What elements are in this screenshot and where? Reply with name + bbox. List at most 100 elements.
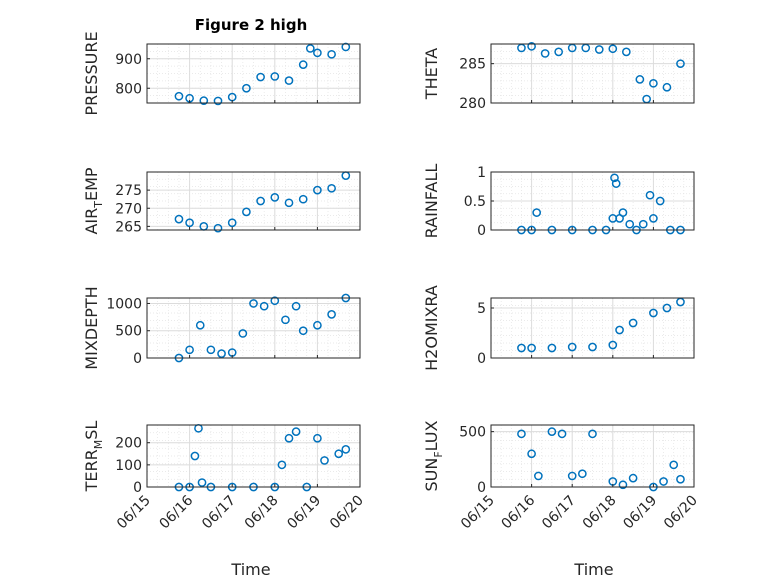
data-point — [284, 76, 294, 85]
y-axis-label: PRESSURE — [82, 31, 101, 115]
y-axis-label: H2OMIXRA — [422, 285, 441, 371]
data-point — [638, 219, 648, 229]
data-point — [676, 474, 685, 484]
data-point — [655, 196, 665, 206]
x-tick-label: 06/17 — [539, 493, 579, 533]
data-point — [213, 96, 223, 106]
x-tick-label: 06/18 — [580, 493, 620, 533]
data-point — [313, 185, 322, 195]
subplot-theta: 280 285 THETA — [422, 42, 695, 112]
y-tick-label: 5 — [477, 301, 486, 317]
subplot-grid: 800 900 PRESSURE 280 285 THETA 265 270 275 AIRTEM… — [82, 31, 701, 532]
data-point — [185, 345, 194, 355]
data-point — [649, 78, 658, 88]
data-point — [284, 198, 294, 208]
data-point — [642, 94, 651, 104]
data-point — [567, 342, 577, 352]
y-axis-label: MIXDEPTH — [82, 286, 101, 369]
subplot-rainfall: 0 0.5 1 RAINFALL — [422, 164, 695, 239]
data-point — [327, 49, 336, 59]
y-tick-label: 1 — [477, 165, 486, 181]
data-point — [249, 299, 258, 308]
subplot-terr_msl: 0 100 200 06/15 06/16 06/17 06/18 06/19 06/20 TER… — [82, 421, 367, 533]
data-point — [194, 423, 203, 433]
y-tick-label: 0.5 — [464, 194, 486, 210]
y-axis-label: THETA — [422, 48, 441, 100]
data-point — [676, 59, 685, 69]
data-point — [259, 301, 269, 311]
data-point — [213, 223, 223, 233]
y-axis-label: SUNFLUX — [422, 420, 445, 491]
data-point — [527, 449, 536, 459]
data-point — [174, 91, 184, 101]
y-tick-label: 1000 — [106, 296, 142, 312]
data-point — [610, 173, 619, 183]
data-point — [594, 45, 604, 54]
data-point — [669, 460, 679, 470]
x-tick-label: 06/16 — [499, 492, 539, 532]
y-tick-label: 900 — [115, 52, 142, 68]
subplot-h2omixra: 0 5 H2OMIXRA — [422, 285, 695, 371]
y-tick-label: 200 — [115, 436, 142, 452]
data-point — [270, 296, 280, 306]
data-point — [341, 445, 351, 454]
data-point — [588, 429, 597, 439]
data-point — [320, 456, 329, 465]
data-point — [291, 427, 301, 436]
data-point — [281, 315, 290, 325]
data-point — [659, 477, 668, 486]
figure-title: Figure 2 high — [195, 16, 308, 34]
data-point — [547, 427, 557, 436]
data-point — [217, 349, 226, 358]
data-point — [291, 301, 301, 311]
x-tick-label: 06/16 — [157, 492, 197, 532]
data-point — [532, 208, 542, 217]
y-axis-label: RAINFALL — [422, 164, 441, 239]
subplot-mixdepth: 0 500 1000 MIXDEPTH — [82, 286, 361, 370]
data-point — [206, 345, 216, 355]
data-point — [649, 308, 658, 318]
data-point — [547, 343, 557, 353]
data-point — [608, 44, 618, 54]
axes-box — [146, 424, 361, 488]
data-point — [527, 343, 536, 353]
axes-box — [490, 297, 695, 359]
data-point — [635, 75, 645, 84]
x-axis-label-left: Time — [230, 560, 270, 579]
data-point — [284, 433, 294, 443]
data-point — [174, 214, 184, 224]
axes-box — [490, 43, 695, 104]
y-tick-label: 270 — [115, 201, 142, 217]
axes-box — [146, 43, 361, 104]
data-point — [270, 72, 280, 81]
data-point — [313, 320, 322, 330]
data-point — [327, 183, 336, 193]
y-tick-label: 100 — [115, 458, 142, 474]
y-tick-label: 0 — [133, 351, 142, 367]
data-point — [557, 429, 567, 439]
data-point — [628, 473, 638, 483]
data-point — [618, 208, 628, 217]
data-point — [190, 451, 200, 461]
data-point — [256, 72, 265, 82]
data-point — [277, 460, 287, 470]
data-point — [305, 44, 315, 53]
y-tick-label: 0 — [477, 480, 486, 496]
y-tick-label: 0 — [477, 351, 486, 367]
x-tick-label: 06/17 — [199, 493, 239, 533]
data-point — [238, 329, 248, 338]
data-point — [256, 196, 265, 206]
y-tick-label: 275 — [115, 183, 142, 199]
y-tick-label: 280 — [459, 96, 486, 112]
data-point — [649, 214, 658, 223]
data-point — [527, 42, 536, 51]
y-tick-label: 500 — [459, 425, 486, 441]
data-point — [615, 325, 624, 335]
x-tick-label: 06/19 — [284, 493, 324, 533]
data-point — [313, 48, 322, 58]
axes-box — [146, 297, 361, 359]
data-point — [676, 297, 685, 307]
data-point — [628, 318, 638, 328]
data-point — [645, 190, 655, 200]
